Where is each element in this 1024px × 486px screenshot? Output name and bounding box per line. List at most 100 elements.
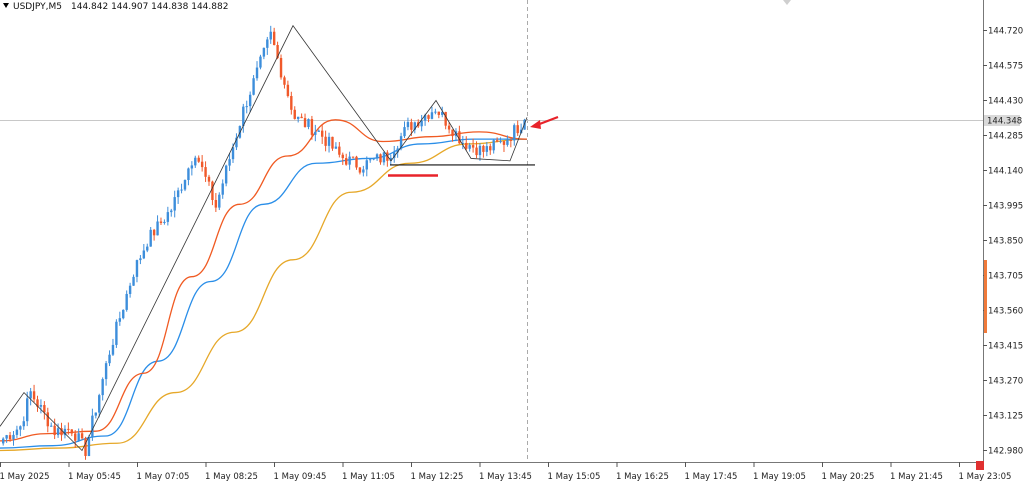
- x-tick-label: 1 May 21:45: [890, 472, 943, 482]
- candle-body: [283, 77, 286, 85]
- x-tick-label: 1 May 15:05: [548, 472, 601, 482]
- candle-body: [211, 181, 214, 200]
- current-price-box: [984, 115, 1020, 126]
- candle-body: [489, 146, 492, 151]
- candle-body: [183, 180, 187, 190]
- candle-body: [84, 438, 87, 456]
- candle-body: [396, 148, 399, 153]
- candle-body: [29, 391, 32, 399]
- candle-body: [513, 125, 516, 141]
- candle-body: [471, 145, 475, 148]
- candle-body: [46, 412, 49, 427]
- candle-body: [252, 78, 255, 95]
- x-tick-label: 1 May 17:45: [685, 472, 738, 482]
- candle-body: [413, 122, 416, 130]
- candle-body: [468, 145, 471, 149]
- candle-body: [50, 425, 53, 427]
- candle-body: [375, 154, 379, 159]
- candle-body: [441, 111, 444, 115]
- red-arrow-shaft: [536, 115, 559, 127]
- candle-body: [509, 139, 513, 141]
- candle-body: [163, 221, 166, 223]
- candle-body: [379, 154, 382, 163]
- candle-body: [269, 31, 272, 40]
- annotations: [388, 115, 559, 177]
- candle-body: [502, 141, 506, 145]
- candle-body: [296, 116, 300, 119]
- x-tick-label: 1 May 09:45: [274, 472, 327, 482]
- candle-body: [279, 57, 283, 78]
- candle-body: [276, 45, 279, 58]
- candle-body: [362, 169, 365, 173]
- candle-body: [355, 156, 358, 168]
- candle-body: [221, 183, 224, 195]
- candle-body: [228, 159, 231, 166]
- y-tick-label: 143.705: [988, 272, 1023, 282]
- candle-body: [444, 111, 447, 126]
- candle-body: [420, 120, 423, 127]
- candle-body: [482, 145, 485, 152]
- candle-body: [218, 194, 221, 208]
- candle-body: [128, 285, 132, 294]
- red-arrow-icon: [530, 120, 541, 129]
- candle-body: [149, 229, 152, 247]
- dropdown-triangle-icon[interactable]: [3, 3, 9, 8]
- candle-body: [180, 189, 183, 191]
- candle-body: [310, 119, 314, 135]
- candle-body: [300, 116, 303, 119]
- ema-slow-line: [0, 138, 528, 452]
- current-price-label: 144.348: [987, 117, 1022, 127]
- y-tick-label: 143.850: [988, 237, 1023, 247]
- candle-body: [15, 429, 19, 435]
- candle-body: [80, 433, 84, 439]
- candle-body: [60, 428, 63, 436]
- ohlc-values: 144.842 144.907 144.838 144.882: [71, 2, 228, 12]
- candle-body: [317, 130, 320, 132]
- candle-body: [26, 398, 29, 422]
- candle-body: [485, 146, 489, 152]
- candle-body: [194, 157, 197, 166]
- candle-body: [307, 119, 310, 127]
- candle-body: [523, 119, 526, 130]
- candle-body: [272, 31, 276, 46]
- candle-body: [248, 94, 252, 107]
- candle-body: [111, 344, 115, 355]
- candle-body: [19, 426, 22, 430]
- candle-body: [132, 276, 135, 286]
- candle-body: [399, 136, 403, 149]
- x-tick-label: 1 May 20:25: [822, 472, 875, 482]
- volume-bar: [984, 260, 987, 333]
- candle-body: [94, 412, 98, 416]
- candle-body: [403, 127, 406, 137]
- corner-marker[interactable]: [976, 461, 984, 470]
- candle-body: [372, 158, 375, 160]
- candle-body: [56, 428, 60, 436]
- candle-body: [12, 434, 15, 440]
- candle-body: [2, 438, 5, 444]
- x-tick-label: 1 May 13:45: [479, 472, 532, 482]
- candlesticks: [2, 25, 526, 460]
- candle-body: [173, 197, 176, 211]
- candle-body: [104, 363, 108, 380]
- y-tick-label: 143.560: [988, 307, 1023, 317]
- candle-body: [22, 421, 25, 427]
- candle-body: [365, 160, 368, 170]
- collapse-arrow-icon[interactable]: [783, 0, 791, 5]
- candle-body: [382, 152, 386, 163]
- candle-body: [36, 399, 39, 407]
- candle-body: [290, 96, 293, 110]
- candle-body: [262, 47, 266, 57]
- candle-body: [108, 354, 111, 364]
- candle-body: [393, 152, 396, 158]
- candle-body: [406, 122, 410, 128]
- candle-body: [204, 167, 207, 177]
- symbol-label: USDJPY,M5: [13, 2, 62, 12]
- candle-body: [101, 379, 104, 396]
- x-tick-label: 1 May 05:45: [68, 472, 121, 482]
- candle-body: [465, 142, 468, 149]
- candle-body: [348, 156, 351, 165]
- x-tick-label: 1 May 19:05: [753, 472, 806, 482]
- candle-body: [224, 165, 228, 184]
- candle-body: [70, 429, 73, 434]
